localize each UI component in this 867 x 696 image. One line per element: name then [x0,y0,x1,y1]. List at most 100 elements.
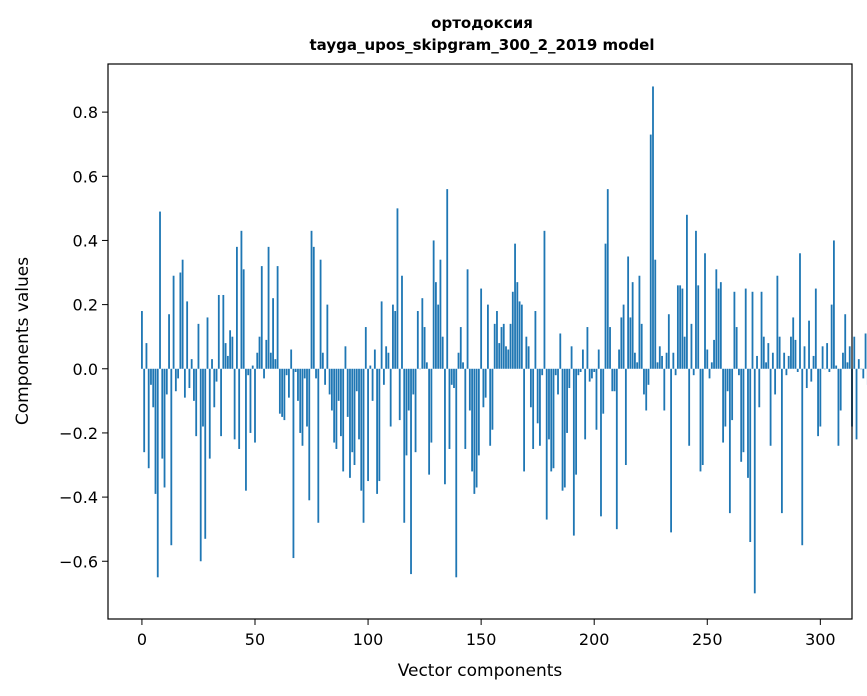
bar-43 [238,368,241,449]
bar-48 [249,368,252,433]
bar-233 [667,314,670,369]
bar-49 [251,365,254,369]
y-tick-label: 0.2 [73,296,98,315]
bar-165 [514,243,516,369]
bar-317 [857,359,860,369]
bar-232 [665,352,668,369]
bar-254 [715,269,718,369]
bar-99 [364,327,367,369]
bar-212 [620,317,623,369]
bar-13 [170,368,173,546]
bar-74 [308,368,311,501]
bar-63 [283,368,286,421]
bar-20 [186,301,189,369]
bar-93 [351,368,354,453]
bar-98 [362,368,365,523]
bar-288 [792,317,795,369]
y-tick-label: −0.6 [59,552,98,571]
bar-102 [371,368,374,401]
bar-138 [453,368,455,389]
bar-132 [439,259,442,369]
bar-208 [611,368,614,392]
bar-153 [487,304,489,369]
bar-17 [179,272,182,369]
bar-28 [204,368,207,539]
bar-200 [593,368,596,372]
bar-121 [414,368,417,453]
bar-304 [828,368,831,372]
bar-24 [195,368,198,437]
bar-19 [183,368,186,398]
bar-319 [862,368,865,379]
bar-204 [602,368,605,414]
bar-303 [826,343,829,369]
bar-131 [437,304,440,369]
bar-248 [701,368,704,466]
bar-61 [278,368,281,414]
bar-83 [328,368,331,395]
bar-313 [848,346,851,369]
bar-320 [864,333,867,369]
bar-239 [681,288,684,369]
bar-54 [263,368,265,379]
bar-245 [695,230,697,369]
bar-12 [168,314,170,369]
bar-312 [846,362,849,369]
bar-51 [256,352,259,369]
bar-133 [441,336,444,369]
y-axis-label: Components values [13,257,33,425]
bar-82 [326,304,329,369]
bar-134 [444,368,446,485]
bar-179 [545,368,548,520]
bar-270 [751,291,754,369]
bar-252 [710,362,713,369]
bar-58 [272,298,274,369]
bar-45 [242,269,245,369]
x-tick-label: 0 [137,630,147,649]
bar-261 [731,368,734,421]
bar-305 [830,304,833,369]
bar-285 [785,368,788,376]
bar-101 [369,365,372,369]
bar-60 [276,266,279,369]
bar-234 [670,368,672,533]
bar-224 [647,368,650,385]
bar-280 [774,368,777,395]
bar-78 [317,368,320,523]
bar-159 [500,327,503,369]
bar-250 [706,349,709,369]
bar-7 [156,368,159,578]
bar-201 [595,368,598,430]
bar-80 [321,352,324,369]
bar-122 [416,311,419,369]
bar-86 [335,368,338,449]
bar-30 [208,368,211,459]
bar-156 [493,323,496,369]
bar-310 [842,352,844,369]
bar-199 [591,368,593,379]
bar-238 [679,285,682,369]
bar-126 [425,362,428,369]
bar-46 [245,368,247,491]
bar-162 [507,349,510,369]
bar-315 [853,336,856,369]
bar-299 [817,368,819,437]
bar-255 [717,288,720,369]
bar-262 [733,291,736,369]
bar-241 [686,214,688,369]
bar-210 [615,368,618,530]
bar-145 [468,368,471,411]
bar-259 [726,368,729,392]
x-axis-label: Vector components [398,661,563,681]
bar-113 [396,208,399,369]
bar-109 [387,352,390,369]
x-axis-ticks: 0 50 100 150 200 250 300 [137,619,836,649]
bar-294 [805,368,808,389]
bar-214 [624,368,627,466]
bar-236 [674,368,677,376]
bar-140 [457,352,460,369]
bar-92 [349,368,351,478]
bar-71 [301,368,304,446]
x-tick-label: 50 [245,630,265,649]
